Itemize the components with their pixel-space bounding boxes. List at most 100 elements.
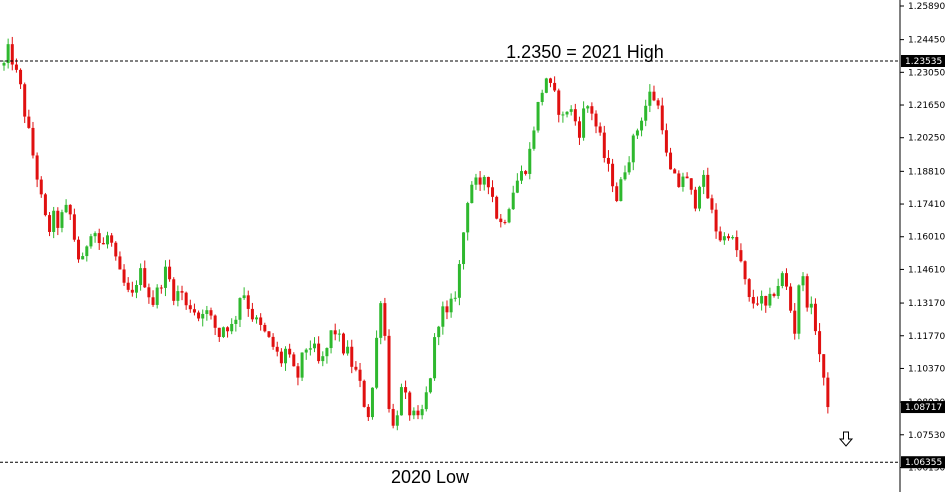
candle-up <box>569 109 573 112</box>
candle-up <box>457 264 461 298</box>
candle-down <box>263 324 267 332</box>
candle-up <box>801 276 805 286</box>
candle-down <box>279 351 283 364</box>
candle-down <box>27 116 31 128</box>
price-tick-label: 1.20250 <box>908 134 945 144</box>
candle-down <box>826 377 830 408</box>
candle-up <box>201 313 205 319</box>
price-tick-label: 1.14610 <box>908 265 945 275</box>
candle-down <box>72 214 76 240</box>
candle-down <box>114 242 118 257</box>
candle-down <box>793 310 797 334</box>
price-tick-label: 1.16010 <box>908 233 945 243</box>
current-price-label: 1.08717 <box>905 403 942 413</box>
candle-up <box>586 106 590 109</box>
candle-up <box>300 352 304 378</box>
candle-up <box>375 337 379 388</box>
candle-down <box>358 369 362 381</box>
candle-down <box>101 243 105 245</box>
candle-up <box>722 236 726 241</box>
price-tick-label: 1.06130 <box>908 463 945 473</box>
candle-down <box>751 297 755 304</box>
candle-up <box>536 101 540 131</box>
level-tag-label: 1.06355 <box>905 458 942 468</box>
candle-down <box>524 171 528 174</box>
candle-up <box>698 186 702 209</box>
candle-down <box>685 176 689 179</box>
candle-up <box>532 130 536 149</box>
candle-down <box>743 261 747 280</box>
candle-down <box>772 293 776 296</box>
candle-down <box>188 305 192 310</box>
candle-down <box>14 64 18 70</box>
candle-down <box>822 354 826 378</box>
candle-down <box>669 152 673 170</box>
candle-up <box>89 236 93 247</box>
candle-down <box>557 90 561 115</box>
candle-down <box>271 336 275 347</box>
candle-up <box>106 235 109 245</box>
candle-up <box>60 212 64 228</box>
candle-down <box>354 366 358 370</box>
current-price-tag <box>901 401 945 414</box>
candle-up <box>139 268 143 286</box>
candle-down <box>391 408 395 426</box>
candle-up <box>428 378 432 393</box>
candle-up <box>155 287 159 305</box>
price-tick-label: 1.17410 <box>908 200 945 210</box>
candle-down <box>693 189 697 209</box>
levels-layer <box>0 60 900 463</box>
candle-up <box>308 348 312 350</box>
candle-up <box>449 298 453 313</box>
candle-down <box>813 303 817 332</box>
candles-layer <box>2 36 830 431</box>
candle-down <box>19 69 23 85</box>
annotation-2021-high: 1.2350 = 2021 High <box>506 42 664 62</box>
candle-down <box>209 310 213 316</box>
candle-down <box>192 309 196 313</box>
candle-up <box>234 319 238 324</box>
candle-up <box>768 293 772 306</box>
candle-up <box>644 105 648 121</box>
candle-down <box>350 346 354 367</box>
candle-up <box>163 266 167 288</box>
candle-down <box>652 91 656 101</box>
candle-down <box>31 127 35 156</box>
candle-down <box>197 312 201 319</box>
candle-down <box>503 222 507 224</box>
candle-up <box>619 179 623 201</box>
candle-up <box>379 303 383 338</box>
candle-up <box>441 306 445 327</box>
candle-down <box>747 279 751 298</box>
candle-up <box>640 120 644 131</box>
candle-down <box>573 109 577 122</box>
candle-down <box>172 279 176 301</box>
candle-down <box>789 286 793 311</box>
candle-up <box>370 387 374 418</box>
candle-up <box>2 63 6 66</box>
candle-up <box>776 285 780 296</box>
candle-down <box>606 157 610 164</box>
candle-down <box>689 178 693 190</box>
candle-down <box>706 174 710 199</box>
candle-up <box>780 273 784 286</box>
candle-down <box>168 266 172 280</box>
candle-up <box>623 172 627 180</box>
candle-down <box>366 406 370 418</box>
candle-up <box>346 346 350 354</box>
candle-down <box>226 327 230 332</box>
candle-up <box>528 148 532 174</box>
candle-up <box>453 297 457 299</box>
price-tick-label: 1.13170 <box>908 299 945 309</box>
candle-up <box>412 410 416 416</box>
level-tag <box>901 456 945 469</box>
price-tick-label: 1.25890 <box>908 2 945 12</box>
candle-down <box>180 291 184 293</box>
candle-down <box>48 215 52 232</box>
candle-down <box>598 126 602 133</box>
candle-down <box>656 100 660 106</box>
candle-up <box>797 285 801 334</box>
candle-up <box>329 330 333 349</box>
candle-up <box>482 176 486 185</box>
